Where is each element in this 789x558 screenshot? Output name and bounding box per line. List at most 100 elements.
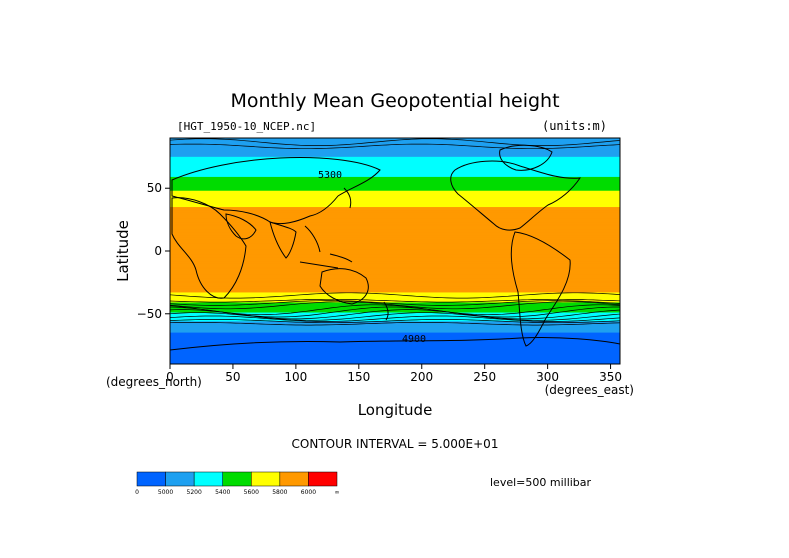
height-band <box>170 235 620 238</box>
height-band <box>170 261 620 263</box>
height-band <box>170 259 620 262</box>
height-band <box>170 242 620 245</box>
level-text: level=500 millibar <box>490 476 592 489</box>
height-band <box>170 355 620 358</box>
height-band <box>170 350 620 353</box>
height-band <box>170 266 620 268</box>
x-axis: 0 50 100 150 200 250 300 350 <box>166 364 622 384</box>
height-band <box>170 268 620 271</box>
height-band <box>170 155 620 158</box>
y-tick-label: 0 <box>154 244 162 258</box>
contour-line <box>170 300 620 306</box>
height-band <box>170 352 620 355</box>
units-label: (units:m) <box>542 119 607 133</box>
height-band <box>170 298 620 301</box>
colorbar-tick-label: ∞ <box>335 489 340 496</box>
height-band <box>170 348 620 351</box>
colorbar-swatch <box>308 471 338 487</box>
file-label: [HGT_1950-10_NCEP.nc] <box>177 120 316 133</box>
height-band <box>170 258 620 261</box>
height-band <box>170 337 620 340</box>
height-band <box>170 212 620 214</box>
height-band <box>170 287 620 290</box>
contour-line <box>170 322 620 326</box>
height-band <box>170 283 620 286</box>
height-band <box>170 159 620 162</box>
height-band <box>170 322 620 325</box>
height-band <box>170 224 620 227</box>
colorbar-swatch <box>279 471 309 487</box>
height-band <box>170 244 620 247</box>
height-band <box>170 240 620 243</box>
height-band <box>170 356 620 359</box>
height-band <box>170 219 620 222</box>
height-band <box>170 150 620 153</box>
height-band <box>170 347 620 350</box>
height-band <box>170 251 620 253</box>
height-band <box>170 173 620 176</box>
height-band <box>170 326 620 329</box>
contour-line <box>170 301 620 310</box>
colorbar-tick-label: 5200 <box>187 489 202 496</box>
colorbar-swatch <box>193 471 223 487</box>
height-band <box>170 154 620 157</box>
height-band <box>170 174 620 177</box>
height-band <box>170 234 620 237</box>
height-band <box>170 327 620 330</box>
height-band <box>170 218 620 221</box>
height-band <box>170 360 620 363</box>
height-band <box>170 328 620 331</box>
x-tick-label: 250 <box>473 370 496 384</box>
height-band <box>170 245 620 248</box>
contour-line <box>170 312 620 321</box>
colorbar-tick-label: 5600 <box>244 489 259 496</box>
height-band <box>170 181 620 184</box>
contour-label-4900: 4900 <box>402 334 426 345</box>
y-axis-label: Latitude <box>114 220 132 282</box>
height-band <box>170 207 620 209</box>
height-band <box>170 143 620 145</box>
height-band <box>170 144 620 147</box>
height-band <box>170 140 620 143</box>
contour-line <box>170 292 620 299</box>
height-band <box>170 227 620 229</box>
height-band <box>170 239 620 242</box>
height-band <box>170 279 620 282</box>
height-band <box>170 310 620 312</box>
height-band <box>170 178 620 181</box>
height-band <box>170 267 620 270</box>
height-band <box>170 146 620 149</box>
height-band <box>170 288 620 291</box>
height-band <box>170 292 620 295</box>
height-band <box>170 203 620 206</box>
height-band <box>170 205 620 208</box>
height-band <box>170 361 620 364</box>
height-band <box>170 315 620 317</box>
x-tick-label: 100 <box>284 370 307 384</box>
contour-line <box>170 304 620 316</box>
contour-line <box>170 315 620 322</box>
height-band <box>170 204 620 207</box>
contour-line <box>170 319 620 324</box>
height-band <box>170 199 620 202</box>
x-tick-label: 150 <box>347 370 370 384</box>
height-band <box>170 148 620 150</box>
height-band <box>170 161 620 164</box>
height-band <box>170 311 620 314</box>
height-band <box>170 222 620 224</box>
y-tick-label: 50 <box>147 181 162 195</box>
colorbar-swatch <box>222 471 252 487</box>
height-band <box>170 278 620 281</box>
colorbar-swatch <box>251 471 281 487</box>
height-band <box>170 353 620 356</box>
colorbar-tick-label: 6000 <box>301 489 316 496</box>
height-band <box>170 249 620 252</box>
height-band <box>170 210 620 213</box>
x-tick-label: 50 <box>225 370 240 384</box>
x-unit-label: (degrees_east) <box>545 383 634 397</box>
height-band <box>170 223 620 226</box>
height-band <box>170 179 620 182</box>
height-band <box>170 160 620 163</box>
height-band <box>170 342 620 345</box>
height-band <box>170 149 620 152</box>
